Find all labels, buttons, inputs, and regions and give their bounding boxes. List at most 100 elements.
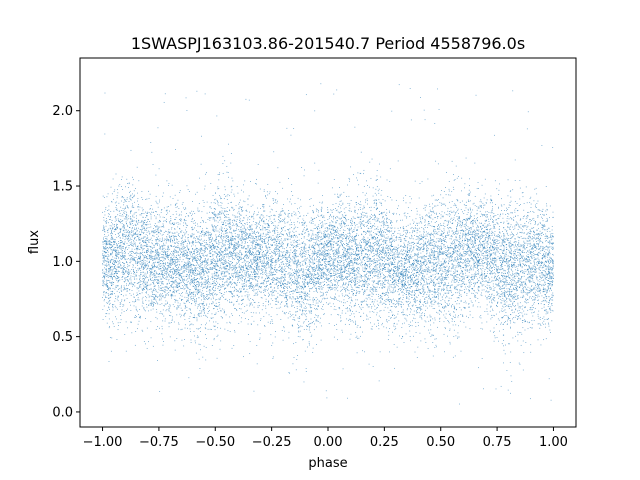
data-point <box>506 263 507 265</box>
data-point <box>142 289 144 291</box>
data-point <box>431 221 432 223</box>
data-point <box>123 224 124 226</box>
data-point <box>182 292 184 293</box>
data-point <box>305 272 307 274</box>
data-point <box>256 284 258 286</box>
data-point <box>374 267 376 269</box>
data-point <box>515 335 516 337</box>
data-point <box>193 273 195 275</box>
data-point <box>155 299 157 301</box>
data-point <box>397 253 399 255</box>
data-point <box>370 223 372 225</box>
data-point <box>326 250 328 251</box>
data-point <box>128 272 129 274</box>
data-point <box>343 299 345 301</box>
data-point <box>172 235 174 236</box>
data-point <box>163 244 165 246</box>
data-point <box>166 238 168 240</box>
data-point <box>119 306 121 307</box>
data-point <box>358 304 360 305</box>
data-point <box>336 234 337 236</box>
data-point <box>107 261 109 263</box>
data-point <box>442 276 444 278</box>
data-point <box>181 288 183 289</box>
data-point <box>547 318 549 320</box>
data-point <box>538 228 539 230</box>
data-point <box>491 208 493 210</box>
data-point <box>369 279 371 281</box>
data-point <box>175 256 177 258</box>
data-point <box>545 240 546 242</box>
data-point <box>225 259 227 261</box>
data-point <box>512 305 514 307</box>
data-point <box>247 273 249 275</box>
data-point <box>468 279 469 281</box>
data-point <box>161 254 163 255</box>
data-point <box>415 332 417 333</box>
data-point <box>403 276 404 277</box>
data-point <box>118 243 120 244</box>
data-point <box>228 245 230 247</box>
data-point <box>552 260 554 262</box>
data-point <box>199 255 201 257</box>
data-point <box>268 224 269 226</box>
data-point <box>323 231 325 232</box>
data-point <box>308 273 310 275</box>
data-point <box>299 265 301 267</box>
data-point <box>371 246 373 248</box>
data-point <box>450 252 452 254</box>
data-point <box>333 236 334 237</box>
data-point <box>467 259 469 261</box>
data-point <box>467 245 469 247</box>
data-point <box>411 305 413 307</box>
data-point <box>132 220 134 222</box>
data-point <box>157 244 158 246</box>
data-point <box>226 279 228 281</box>
data-point <box>393 233 395 235</box>
data-point <box>484 273 486 275</box>
data-point <box>328 267 330 269</box>
data-point <box>502 258 504 260</box>
data-point <box>230 237 232 239</box>
data-point <box>108 255 109 257</box>
data-point <box>126 222 127 224</box>
data-point <box>244 264 246 266</box>
data-point <box>539 267 541 268</box>
data-point <box>376 243 378 245</box>
data-point <box>194 265 196 267</box>
data-point <box>355 304 356 306</box>
data-point <box>481 264 483 266</box>
data-point <box>223 287 225 289</box>
data-point <box>155 211 156 212</box>
data-point <box>450 221 451 223</box>
data-point <box>437 273 439 275</box>
data-point <box>391 299 393 301</box>
data-point <box>461 254 463 256</box>
data-point <box>349 241 351 243</box>
data-point <box>437 251 439 253</box>
data-point <box>121 252 123 254</box>
data-point <box>165 273 167 275</box>
data-point <box>355 299 357 301</box>
data-point <box>126 211 127 213</box>
data-point <box>248 235 250 237</box>
data-point <box>423 280 425 281</box>
data-point <box>104 264 106 266</box>
data-point <box>383 274 384 276</box>
data-point <box>114 288 116 290</box>
data-point <box>199 368 201 369</box>
data-point <box>329 269 331 271</box>
data-point <box>465 157 467 159</box>
data-point <box>238 261 239 263</box>
data-point <box>305 278 307 280</box>
data-point <box>505 278 507 280</box>
data-point <box>538 251 540 253</box>
data-point <box>263 266 265 268</box>
data-point <box>355 242 357 244</box>
data-point <box>141 226 142 228</box>
data-point <box>489 294 490 296</box>
data-point <box>507 318 509 320</box>
data-point <box>326 292 328 293</box>
data-point <box>106 230 108 232</box>
data-point <box>433 248 435 249</box>
